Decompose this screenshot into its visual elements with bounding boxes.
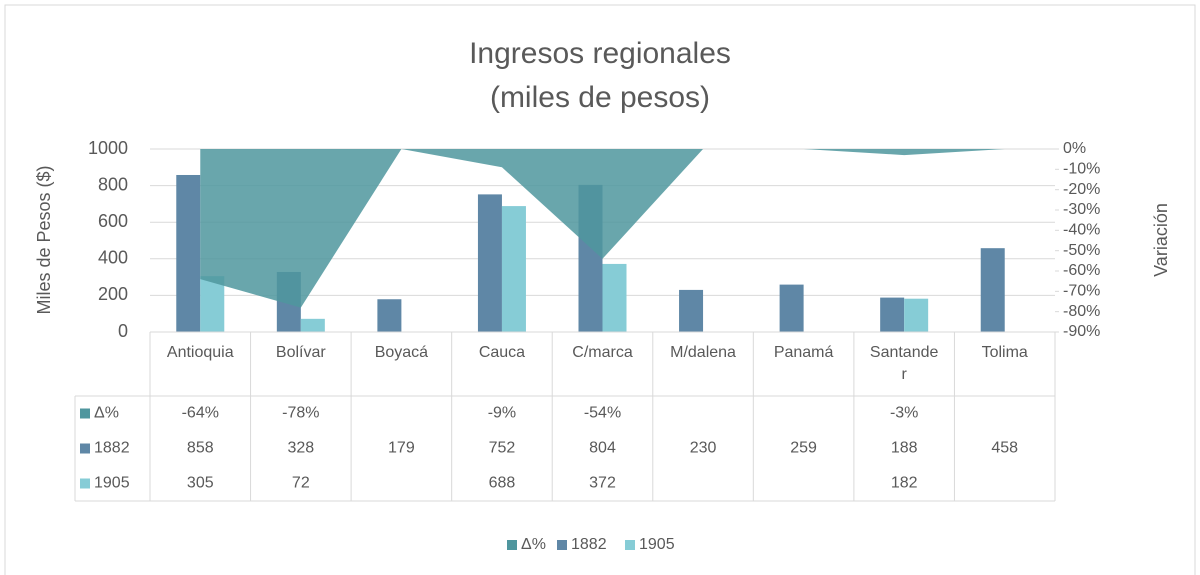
legend-key — [507, 540, 517, 550]
table-cell: 72 — [292, 475, 310, 492]
y2-tick-label: -60% — [1063, 262, 1100, 279]
bar — [980, 248, 1005, 332]
table-cell: 259 — [790, 440, 817, 457]
table-cell: 688 — [489, 475, 516, 492]
bar — [880, 297, 905, 332]
y2-axis-title: Variación — [1151, 203, 1171, 277]
bar — [779, 284, 804, 332]
y2-tick-label: -20% — [1063, 181, 1100, 198]
table-cell: -54% — [584, 405, 621, 422]
x-tick-label: Cauca — [478, 344, 526, 361]
y-tick-label: 400 — [98, 248, 128, 268]
bar — [377, 299, 402, 332]
y2-tick-label: -10% — [1063, 161, 1100, 178]
y-tick-label: 800 — [98, 174, 128, 194]
chart-subtitle: (miles de pesos) — [490, 81, 710, 114]
bar — [501, 206, 526, 332]
y2-tick-label: -40% — [1063, 222, 1100, 239]
legend-key — [80, 443, 90, 454]
x-tick-label: Tolima — [981, 344, 1028, 361]
table-cell: 182 — [891, 475, 918, 492]
bar — [679, 289, 704, 332]
chart-title: Ingresos regionales — [469, 37, 731, 70]
table-cell: -9% — [488, 405, 516, 422]
y2-tick-label: -50% — [1063, 242, 1100, 259]
table-row-label: 1905 — [94, 475, 130, 492]
table-row-label: 1882 — [94, 440, 130, 457]
table-cell: -3% — [890, 405, 918, 422]
y-axis-title: Miles de Pesos ($) — [34, 165, 54, 314]
legend-key — [80, 408, 90, 419]
legend-key — [80, 478, 90, 489]
table-cell: 179 — [388, 440, 415, 457]
legend-key — [557, 540, 567, 550]
bar — [602, 263, 627, 332]
legend-label: Δ% — [521, 536, 546, 553]
area — [200, 149, 1005, 308]
table-cell: 858 — [187, 440, 214, 457]
table-cell: 804 — [589, 440, 616, 457]
table-cell: -64% — [182, 405, 219, 422]
bar — [904, 298, 929, 332]
legend-label: 1882 — [571, 536, 607, 553]
x-tick-label: C/marca — [572, 344, 633, 361]
bar — [176, 174, 201, 332]
y2-tick-label: 0% — [1063, 140, 1086, 157]
table-row-label: Δ% — [94, 405, 119, 422]
table-cell: -78% — [282, 405, 319, 422]
x-tick-label: Santander — [869, 344, 939, 383]
bar — [477, 194, 502, 332]
x-tick-label: Bolívar — [275, 344, 326, 361]
y-tick-label: 1000 — [88, 138, 128, 158]
x-tick-label: M/dalena — [670, 344, 736, 361]
table-cell: 372 — [589, 475, 616, 492]
x-tick-label: Boyacá — [374, 344, 429, 361]
table-cell: 305 — [187, 475, 214, 492]
table-cell: 458 — [991, 440, 1018, 457]
bar — [200, 276, 225, 332]
y-tick-label: 200 — [98, 284, 128, 304]
y2-tick-label: -90% — [1063, 323, 1100, 340]
y-tick-label: 600 — [98, 211, 128, 231]
table-cell: 230 — [690, 440, 717, 457]
y2-tick-label: -30% — [1063, 201, 1100, 218]
table-cell: 188 — [891, 440, 918, 457]
y2-tick-label: -80% — [1063, 303, 1100, 320]
y-tick-label: 0 — [118, 321, 128, 341]
y2-tick-label: -70% — [1063, 283, 1100, 300]
legend-key — [625, 540, 635, 550]
bar — [300, 318, 325, 332]
x-tick-label: Antioquia — [166, 344, 234, 361]
legend-label: 1905 — [639, 536, 675, 553]
x-tick-label: Panamá — [773, 344, 834, 361]
table-cell: 328 — [287, 440, 314, 457]
table-cell: 752 — [489, 440, 516, 457]
